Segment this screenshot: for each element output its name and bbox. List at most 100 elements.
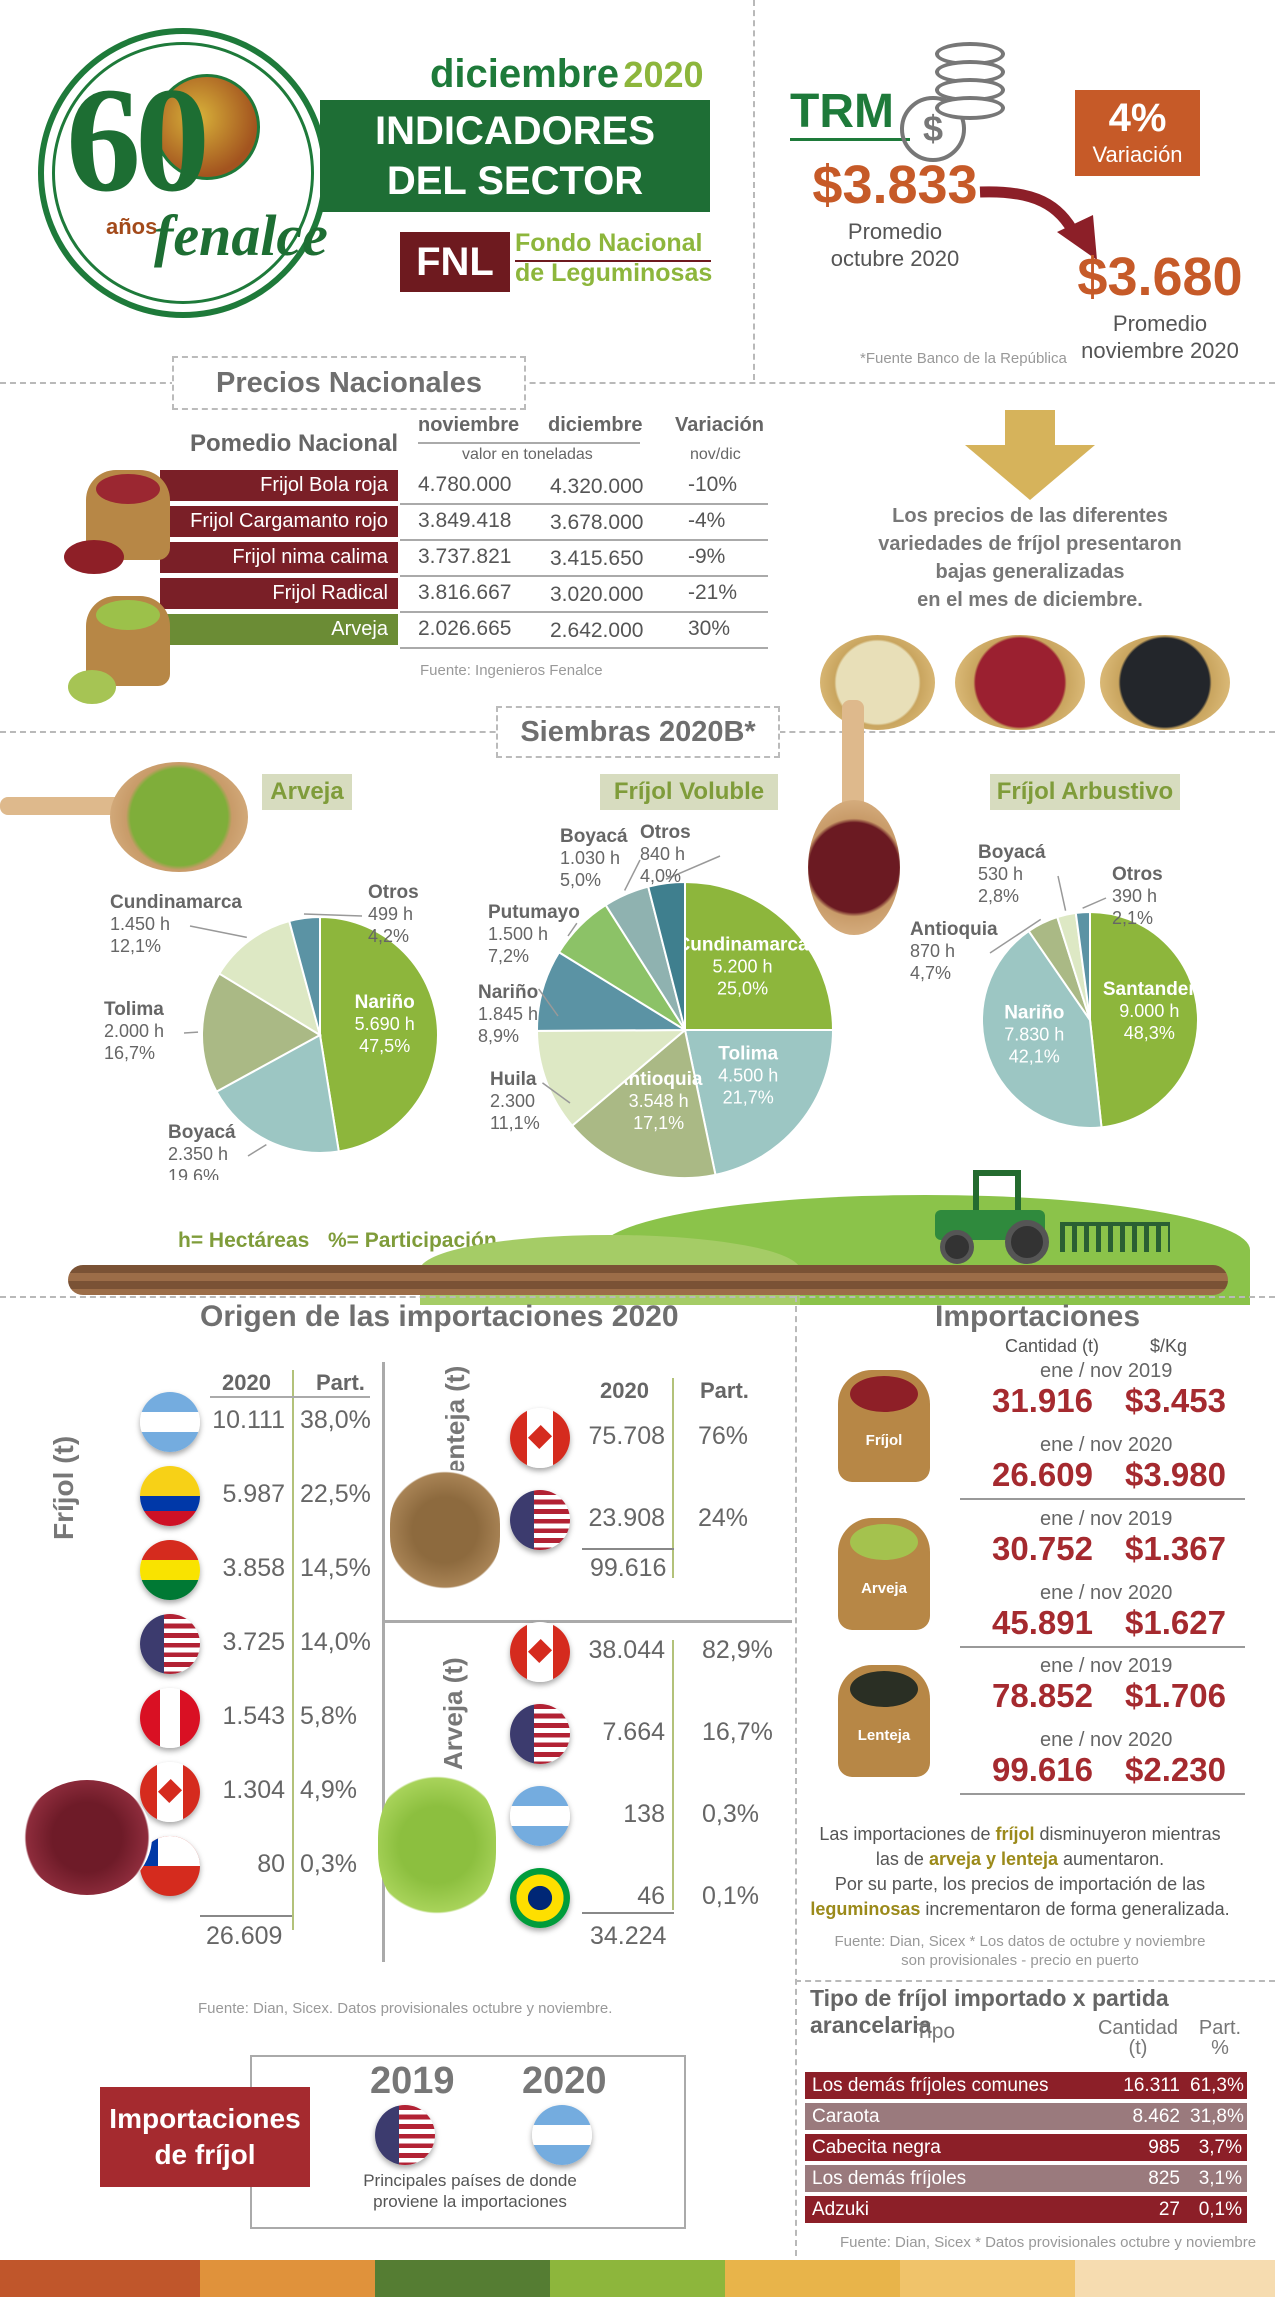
plow-icon: [1060, 1222, 1170, 1252]
pie2-leader-6: [623, 859, 641, 891]
pea-spoon-image: [110, 762, 248, 872]
flag-brazil-icon: [510, 1868, 570, 1928]
pie2-label-7-1: 840 h: [640, 844, 685, 864]
importaciones-col-price: $/Kg: [1150, 1336, 1188, 1356]
header-title-line1: INDICADORES: [374, 109, 656, 153]
pie3-label-1-1: 7.830 h: [1004, 1025, 1064, 1045]
pie2-label-7-0: Otros: [640, 822, 691, 843]
pie2-leader-5: [567, 922, 578, 937]
imp-price: $2.230: [1125, 1751, 1226, 1788]
frijol-row-part: 0,3%: [300, 1850, 357, 1878]
pie2-slice-1: [683, 1029, 835, 1177]
pie3-label-0-2: 48,3%: [1124, 1023, 1175, 1043]
imp-price: $1.367: [1125, 1530, 1226, 1567]
header-title-box: INDICADORES DEL SECTOR: [320, 100, 710, 212]
header-year: 2020: [623, 54, 704, 95]
imp-note-frijol: fríjol: [995, 1824, 1035, 1844]
frijol-total: 26.609: [206, 1922, 283, 1950]
flag-canada-icon: [510, 1408, 570, 1468]
pie2-slice-2: [570, 1028, 717, 1179]
pie2-label-5-0: Putumayo: [488, 902, 580, 923]
tipo-row-qty: 985: [1148, 2137, 1180, 2158]
trm-label: TRM: [790, 85, 894, 138]
maple-leaf-icon: [527, 1638, 553, 1664]
pie2-slice-4: [536, 950, 689, 1032]
flag-argentina-icon: [510, 1786, 570, 1846]
white-beans-bowl-image: [820, 635, 935, 730]
pie1-label-1-2: 19,6%: [168, 1166, 219, 1180]
trm-curr-value: $3.680: [1077, 247, 1243, 307]
imp-price: $1.627: [1125, 1604, 1226, 1641]
tipo-row-part: 31,8%: [1190, 2106, 1244, 2127]
lenteja-row-part: 76%: [698, 1422, 749, 1450]
precios-title: Precios Nacionales: [172, 356, 526, 410]
trm-source: *Fuente Banco de la República: [860, 350, 1067, 367]
impfrijol-caption-line1: Principales países de donde: [363, 2171, 577, 2190]
trm-curr-label-line1: Promedio: [1112, 311, 1208, 336]
pie3-label-2-0: Antioquia: [910, 919, 998, 940]
pie2-label-6-1: 1.030 h: [560, 848, 620, 868]
imp-note-p1: Las importaciones de: [819, 1824, 996, 1844]
pie2-label-6-0: Boyacá: [560, 826, 628, 847]
pie2-slice-3: [535, 1028, 688, 1128]
imp-qty: 45.891: [992, 1604, 1093, 1641]
lenteja-col-year: 2020: [600, 1378, 649, 1403]
pie1-label-2-0: Tolima: [104, 999, 164, 1020]
tipo-row-part: 0,1%: [1198, 2199, 1242, 2220]
arveja-row-part: 0,1%: [702, 1882, 759, 1910]
pie2-label-1-1: 4.500 h: [718, 1065, 778, 1085]
pie3-slice-4: [1074, 910, 1091, 1021]
pie3-label-3-2: 2,8%: [978, 886, 1019, 906]
pie2-label-6-2: 5,0%: [560, 870, 601, 890]
lenteja-total: 99.616: [590, 1554, 667, 1582]
tipo-row-name: Caraota: [812, 2106, 880, 2127]
imp-period: ene / nov 2020: [1040, 1434, 1173, 1456]
red-beans-bowl-image: [955, 635, 1085, 730]
pie3-label-4-1: 390 h: [1112, 886, 1157, 906]
pie3-title: Fríjol Arbustivo: [990, 774, 1180, 810]
precio-row-name: Frijol Cargamanto rojo: [160, 506, 398, 537]
flag-usa-icon: [510, 1704, 570, 1764]
trm-prev-value: $3.833: [812, 155, 978, 215]
tipo-row: [805, 2103, 1247, 2130]
tipo-source: Fuente: Dian, Sicex * Datos provisionale…: [840, 2234, 1257, 2251]
imp-price: $3.453: [1125, 1382, 1226, 1419]
trm-prev-label-line1: Promedio: [847, 219, 943, 244]
legend-participacion: %= Participación: [328, 1229, 497, 1252]
arveja-row-value: 46: [637, 1882, 665, 1910]
flag-argentina-2020-icon: [532, 2105, 592, 2165]
tipo-row-part: 3,7%: [1198, 2137, 1242, 2158]
imp-note-p2: disminuyeron mientras: [1034, 1824, 1221, 1844]
precios-note-line4: en el mes de diciembre.: [917, 589, 1143, 611]
origen-title: Origen de las importaciones 2020: [200, 1300, 679, 1333]
imp-period: ene / nov 2019: [1040, 1655, 1173, 1677]
pie1-label-0-2: 47,5%: [359, 1036, 410, 1056]
precios-note-line3: bajas generalizadas: [935, 561, 1125, 583]
frijol-row-part: 38,0%: [300, 1406, 371, 1434]
soil-strip: [68, 1265, 1228, 1295]
arveja-row-part: 16,7%: [702, 1718, 773, 1746]
pie2-label-2-1: 3.548 h: [629, 1091, 689, 1111]
flag-usa-icon: [140, 1614, 200, 1674]
tipo-row-name: Los demás fríjoles comunes: [812, 2075, 1049, 2096]
trend-arrow-icon: [979, 186, 1097, 260]
green-pea-icon: [68, 670, 116, 704]
footer-stripe-6: [900, 2260, 1075, 2297]
pie3-slice-0: [1089, 910, 1199, 1129]
precio-row-nov: 3.849.418: [418, 509, 512, 532]
pie2-leader-3: [542, 1082, 571, 1104]
pie2-label-5-2: 7,2%: [488, 946, 529, 966]
pie3-label-2-2: 4,7%: [910, 963, 951, 983]
pie1-leader-1: [247, 1143, 267, 1157]
tipo-row: [805, 2134, 1247, 2161]
logo-years: años: [106, 214, 158, 239]
precio-row-var: -21%: [688, 581, 738, 604]
pie1-label-1-0: Boyacá: [168, 1122, 236, 1143]
pie1-label-2-1: 2.000 h: [104, 1021, 164, 1041]
precio-row-name: Arveja: [160, 614, 398, 645]
down-arrow-icon: [965, 410, 1095, 500]
imp-note-arveja: arveja y lenteja: [928, 1849, 1059, 1869]
tipo-row-part: 3,1%: [1198, 2168, 1242, 2189]
arveja-row-value: 138: [623, 1800, 665, 1828]
imp-note-p4: aumentaron.: [1058, 1849, 1165, 1869]
